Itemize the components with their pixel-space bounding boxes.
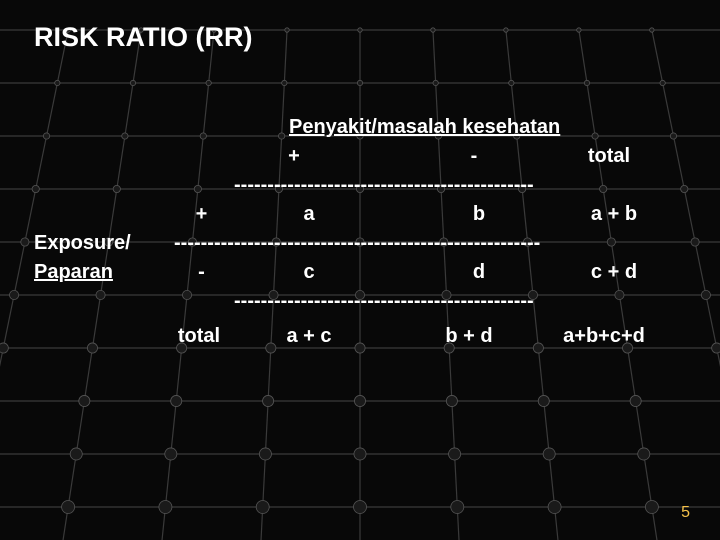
- cell-d: d: [444, 258, 514, 287]
- col-header-plus: +: [259, 142, 329, 171]
- row-plus-sign: +: [174, 200, 229, 229]
- cell-bpd: b + d: [424, 322, 514, 351]
- cell-apc: a + c: [264, 322, 354, 351]
- slide-title: RISK RATIO (RR): [34, 22, 686, 53]
- cell-c: c: [274, 258, 344, 287]
- col-group-header: Penyakit/masalah kesehatan: [259, 113, 560, 142]
- row-group-label-1: Exposure/: [34, 229, 174, 258]
- row-group-label-2: Paparan: [34, 258, 174, 287]
- cell-b: b: [444, 200, 514, 229]
- dash-line: ----------------------------------------…: [234, 287, 534, 316]
- cell-a: a: [274, 200, 344, 229]
- cell-abcd: a+b+c+d: [544, 322, 664, 351]
- contingency-table: Penyakit/masalah kesehatan + - total ---…: [34, 113, 686, 351]
- col-header-total: total: [569, 142, 649, 171]
- cell-cpd: c + d: [564, 258, 664, 287]
- slide-content: RISK RATIO (RR) Penyakit/masalah kesehat…: [0, 0, 720, 373]
- page-number: 5: [681, 504, 690, 522]
- row-minus-sign: -: [174, 258, 229, 287]
- col-header-minus: -: [439, 142, 509, 171]
- dash-line: ----------------------------------------…: [174, 229, 540, 258]
- row-total-label: total: [164, 322, 234, 351]
- dash-line: ----------------------------------------…: [234, 171, 534, 200]
- cell-apb: a + b: [564, 200, 664, 229]
